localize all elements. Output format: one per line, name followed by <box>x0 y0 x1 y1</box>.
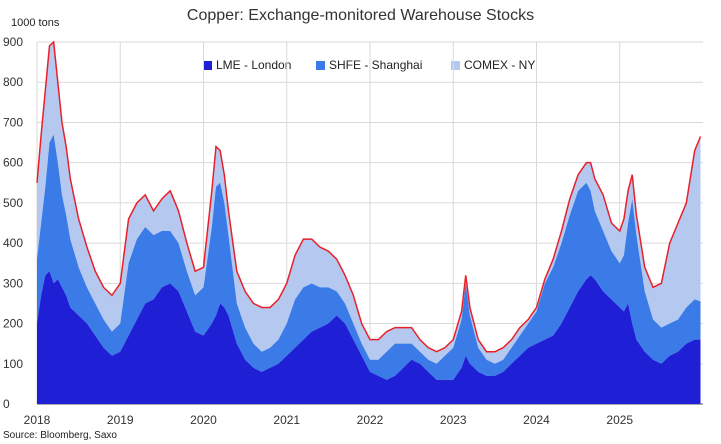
legend-swatch-lme <box>203 60 212 70</box>
y-tick-label: 100 <box>3 357 23 371</box>
total-outline-line <box>36 40 702 353</box>
chart-legend: LME - London SHFE - Shanghai COMEX - NY <box>0 58 721 74</box>
y-tick-label: 900 <box>3 35 23 49</box>
legend-item-shfe: SHFE - Shanghai <box>316 58 422 72</box>
x-tick-label: 2023 <box>440 413 467 427</box>
y-tick-label: 800 <box>3 75 23 89</box>
y-tick-label: 200 <box>3 317 23 331</box>
chart-title: Copper: Exchange-monitored Warehouse Sto… <box>186 7 535 24</box>
y-tick-label: 0 <box>3 397 10 411</box>
y-tick-label: 700 <box>3 115 23 129</box>
y-tick-label: 400 <box>3 236 23 250</box>
y-tick-label: 600 <box>3 156 23 170</box>
x-tick-label: 2021 <box>273 413 300 427</box>
x-tick-label: 2024 <box>523 413 550 427</box>
x-tick-label: 2020 <box>190 413 217 427</box>
y-tick-label: 300 <box>3 276 23 290</box>
x-tick-label: 2018 <box>24 413 51 427</box>
legend-item-lme: LME - London <box>203 58 291 72</box>
x-tick-label: 2025 <box>606 413 633 427</box>
area-series-2 <box>37 134 701 380</box>
legend-item-comex: COMEX - NY <box>451 58 535 72</box>
y-tick-label: 500 <box>3 196 23 210</box>
area-series-1 <box>37 271 701 404</box>
x-tick-label: 2019 <box>107 413 134 427</box>
source-note: Source: Bloomberg, Saxo <box>3 430 117 441</box>
legend-swatch-comex <box>451 60 460 70</box>
legend-label-lme: LME - London <box>216 58 292 72</box>
y-axis-unit-label: 1000 tons <box>11 17 60 29</box>
legend-label-shfe: SHFE - Shanghai <box>329 58 423 72</box>
area-series-3 <box>37 42 701 364</box>
legend-label-comex: COMEX - NY <box>464 58 536 72</box>
x-tick-label: 2022 <box>357 413 384 427</box>
legend-swatch-shfe <box>316 60 325 70</box>
